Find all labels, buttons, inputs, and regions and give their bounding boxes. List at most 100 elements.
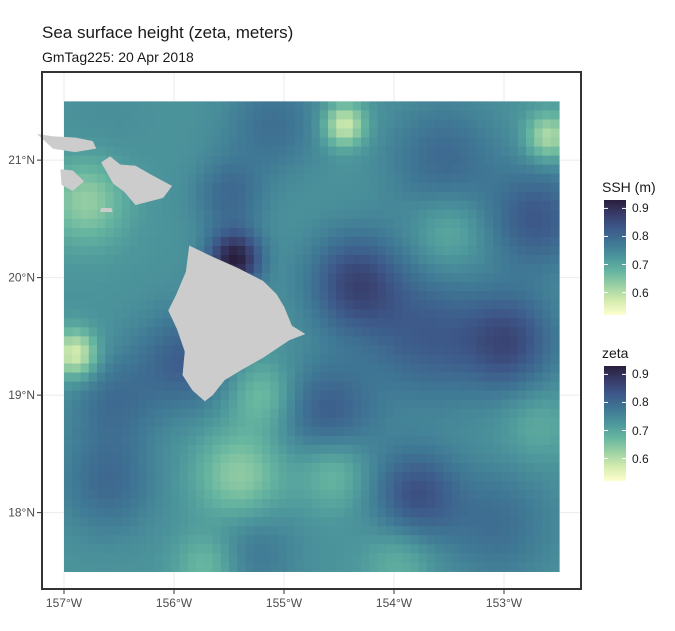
heatmap-cell bbox=[171, 227, 181, 238]
heatmap-cell bbox=[212, 535, 222, 545]
heatmap-cell bbox=[443, 146, 453, 157]
heatmap-cell bbox=[336, 426, 346, 437]
heatmap-cell bbox=[410, 101, 420, 112]
heatmap-cell bbox=[460, 245, 469, 256]
heatmap-cell bbox=[278, 101, 288, 112]
heatmap-cell bbox=[237, 417, 247, 428]
heatmap-cell bbox=[451, 462, 461, 473]
heatmap-cell bbox=[220, 471, 230, 482]
heatmap-cell bbox=[328, 155, 337, 166]
heatmap-cell bbox=[163, 155, 172, 166]
heatmap-cell bbox=[154, 444, 164, 455]
heatmap-cell bbox=[517, 490, 527, 500]
heatmap-cell bbox=[204, 426, 214, 437]
heatmap-cell bbox=[369, 372, 379, 383]
heatmap-cell bbox=[328, 146, 337, 157]
heatmap-cell bbox=[253, 444, 263, 455]
heatmap-cell bbox=[517, 535, 527, 545]
heatmap-cell bbox=[311, 264, 321, 274]
heatmap-cell bbox=[220, 562, 230, 572]
heatmap-cell bbox=[72, 191, 82, 202]
heatmap-cell bbox=[319, 544, 329, 554]
heatmap-cell bbox=[509, 471, 519, 482]
heatmap-cell bbox=[163, 390, 172, 401]
heatmap-cell bbox=[163, 200, 172, 211]
heatmap-cell bbox=[468, 164, 478, 175]
heatmap-cell bbox=[262, 526, 271, 536]
heatmap-cell bbox=[427, 553, 436, 563]
heatmap-cell bbox=[154, 408, 164, 419]
heatmap-raster bbox=[64, 101, 560, 572]
heatmap-cell bbox=[336, 128, 346, 139]
heatmap-cell bbox=[97, 526, 106, 536]
heatmap-cell bbox=[146, 146, 156, 157]
heatmap-cell bbox=[451, 399, 461, 410]
heatmap-cell bbox=[113, 245, 123, 256]
heatmap-cell bbox=[270, 128, 280, 139]
heatmap-cell bbox=[237, 119, 247, 130]
heatmap-cell bbox=[410, 164, 420, 175]
heatmap-cell bbox=[319, 354, 329, 365]
heatmap-cell bbox=[460, 218, 469, 229]
heatmap-cell bbox=[237, 426, 247, 437]
heatmap-cell bbox=[163, 354, 172, 365]
heatmap-cell bbox=[278, 499, 288, 509]
heatmap-cell bbox=[328, 300, 337, 310]
heatmap-cell bbox=[278, 426, 288, 437]
heatmap-cell bbox=[72, 453, 82, 464]
heatmap-cell bbox=[262, 119, 271, 130]
heatmap-cell bbox=[427, 155, 436, 166]
heatmap-cell bbox=[220, 390, 230, 401]
heatmap-cell bbox=[130, 245, 139, 256]
heatmap-cell bbox=[146, 218, 156, 229]
heatmap-cell bbox=[468, 453, 478, 464]
heatmap-cell bbox=[534, 137, 544, 148]
heatmap-cell bbox=[377, 110, 387, 121]
heatmap-cell bbox=[443, 300, 453, 310]
heatmap-cell bbox=[303, 137, 313, 148]
heatmap-cell bbox=[146, 444, 156, 455]
heatmap-cell bbox=[460, 273, 469, 283]
heatmap-cell bbox=[493, 544, 502, 554]
heatmap-cell bbox=[517, 336, 527, 347]
heatmap-cell bbox=[509, 146, 519, 157]
heatmap-cell bbox=[138, 345, 148, 356]
heatmap-cell bbox=[270, 101, 280, 112]
heatmap-cell bbox=[80, 499, 90, 509]
heatmap-cell bbox=[179, 372, 189, 383]
heatmap-cell bbox=[344, 101, 354, 112]
heatmap-cell bbox=[253, 264, 263, 274]
heatmap-cell bbox=[237, 399, 247, 410]
heatmap-cell bbox=[534, 354, 544, 365]
heatmap-cell bbox=[509, 282, 519, 292]
heatmap-cell bbox=[484, 236, 494, 247]
heatmap-cell bbox=[286, 426, 296, 437]
heatmap-cell bbox=[113, 508, 123, 518]
heatmap-cell bbox=[319, 300, 329, 310]
heatmap-cell bbox=[369, 128, 379, 139]
heatmap-cell bbox=[369, 164, 379, 175]
heatmap-cell bbox=[295, 227, 304, 238]
heatmap-cell bbox=[303, 119, 313, 130]
heatmap-cell bbox=[468, 444, 478, 455]
legend-colorbars bbox=[604, 200, 626, 481]
heatmap-cell bbox=[435, 327, 445, 337]
heatmap-cell bbox=[435, 173, 445, 184]
heatmap-cell bbox=[64, 200, 73, 211]
heatmap-cell bbox=[460, 146, 469, 157]
heatmap-cell bbox=[212, 155, 222, 166]
heatmap-cell bbox=[517, 544, 527, 554]
heatmap-cell bbox=[97, 508, 106, 518]
heatmap-cell bbox=[286, 399, 296, 410]
heatmap-cell bbox=[229, 517, 238, 527]
heatmap-cell bbox=[229, 399, 238, 410]
heatmap-cell bbox=[130, 227, 139, 238]
heatmap-cell bbox=[286, 318, 296, 328]
heatmap-cell bbox=[113, 480, 123, 491]
heatmap-cell bbox=[286, 544, 296, 554]
heatmap-cell bbox=[278, 164, 288, 175]
heatmap-cell bbox=[402, 480, 412, 491]
heatmap-cell bbox=[476, 453, 486, 464]
heatmap-cell bbox=[88, 245, 98, 256]
heatmap-cell bbox=[163, 227, 172, 238]
